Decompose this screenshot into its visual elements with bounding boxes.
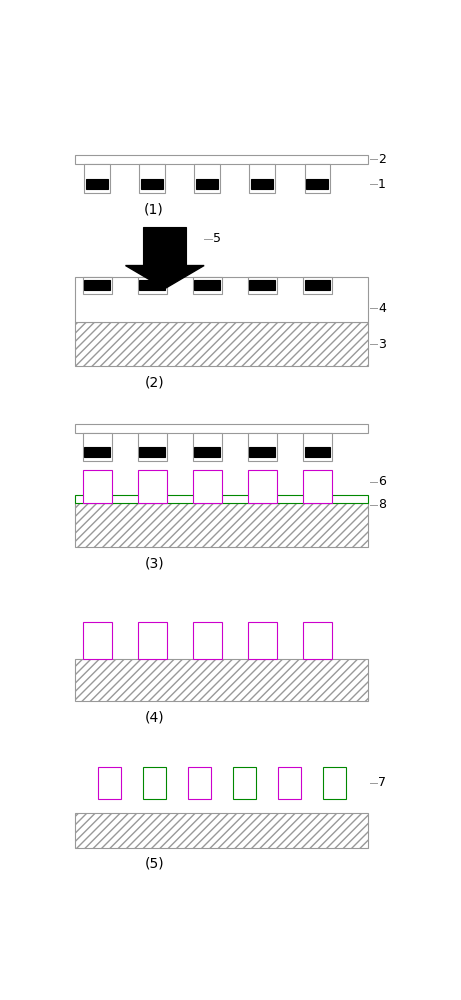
Bar (193, 433, 222, 461)
Bar (193, 622, 222, 659)
Bar (76, 503, 368, 547)
Bar (83, 470, 112, 503)
Bar (139, 447, 165, 457)
Bar (303, 622, 332, 659)
Bar (303, 470, 332, 503)
Bar (84, 280, 110, 290)
Bar (193, 470, 222, 503)
Bar (189, 767, 211, 799)
Bar (278, 767, 301, 799)
Text: (2): (2) (144, 376, 164, 390)
Bar (138, 433, 167, 461)
Bar (306, 179, 328, 189)
Bar (303, 277, 332, 294)
Bar (248, 622, 277, 659)
Bar (84, 447, 110, 457)
Bar (143, 767, 165, 799)
Bar (195, 447, 220, 457)
Bar (76, 659, 368, 701)
Text: 8: 8 (378, 498, 386, 512)
Bar (76, 155, 368, 164)
Bar (233, 767, 255, 799)
Bar (138, 470, 167, 503)
Bar (305, 447, 330, 457)
Bar (251, 179, 273, 189)
Bar (248, 433, 277, 461)
Bar (193, 277, 222, 294)
Bar (249, 280, 275, 290)
Bar (138, 277, 167, 294)
Text: (3): (3) (144, 557, 164, 571)
Text: 1: 1 (378, 178, 386, 191)
Bar (195, 164, 220, 193)
Bar (139, 164, 165, 193)
Bar (98, 767, 120, 799)
Text: 7: 7 (378, 776, 386, 789)
Text: (5): (5) (144, 857, 164, 871)
Bar (249, 447, 275, 457)
Bar (83, 277, 112, 294)
Bar (249, 164, 275, 193)
Polygon shape (125, 266, 204, 289)
Bar (248, 277, 277, 294)
Bar (76, 277, 368, 322)
Bar (195, 280, 220, 290)
Bar (143, 227, 186, 266)
Text: 5: 5 (213, 232, 221, 245)
Bar (324, 767, 346, 799)
Text: 4: 4 (378, 302, 386, 315)
Bar (305, 164, 330, 193)
Bar (76, 322, 368, 366)
Bar (84, 164, 110, 193)
Text: 3: 3 (378, 338, 386, 351)
Bar (76, 495, 368, 503)
Bar (248, 470, 277, 503)
Bar (76, 424, 368, 433)
Text: (4): (4) (144, 711, 164, 725)
Bar (196, 179, 219, 189)
Bar (76, 813, 368, 848)
Bar (86, 179, 108, 189)
Bar (141, 179, 163, 189)
Bar (139, 280, 165, 290)
Bar (305, 280, 330, 290)
Text: (1): (1) (144, 202, 164, 216)
Text: 6: 6 (378, 475, 386, 488)
Bar (303, 433, 332, 461)
Bar (83, 622, 112, 659)
Bar (138, 622, 167, 659)
Text: 2: 2 (378, 153, 386, 166)
Bar (83, 433, 112, 461)
